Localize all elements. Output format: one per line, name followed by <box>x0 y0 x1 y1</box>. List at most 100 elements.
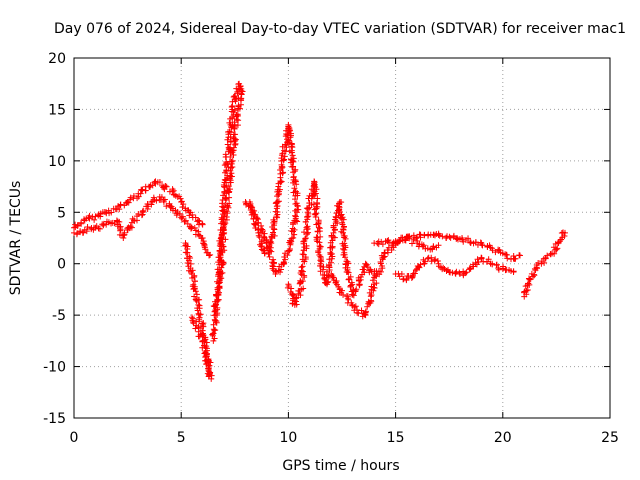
data-point <box>278 152 285 159</box>
series-track <box>521 229 568 300</box>
data-point <box>177 195 184 202</box>
x-tick-label: 20 <box>494 430 512 446</box>
data-point <box>297 277 304 284</box>
data-point <box>302 256 309 263</box>
data-point <box>435 260 442 267</box>
data-point <box>191 278 198 285</box>
data-point <box>281 153 288 160</box>
y-tick-label: -10 <box>43 360 66 376</box>
data-point <box>173 212 180 219</box>
data-point <box>299 263 306 270</box>
data-point <box>232 141 239 148</box>
data-point <box>163 183 170 190</box>
data-point <box>180 201 187 208</box>
data-point <box>413 235 420 242</box>
data-point <box>202 246 209 253</box>
data-point <box>225 204 232 211</box>
series-track <box>284 178 378 308</box>
data-point <box>288 227 295 234</box>
data-point <box>291 185 298 192</box>
data-point <box>246 199 253 205</box>
data-point <box>336 206 343 213</box>
data-point <box>226 128 233 135</box>
data-point <box>278 155 285 162</box>
data-points <box>71 80 568 382</box>
data-point <box>285 139 292 146</box>
data-point <box>182 217 189 224</box>
data-point <box>368 291 375 298</box>
data-point <box>93 223 100 230</box>
data-point <box>210 303 217 310</box>
data-point <box>300 285 307 292</box>
data-point <box>199 338 206 345</box>
data-point <box>284 252 291 259</box>
data-point <box>206 252 213 259</box>
data-point <box>80 229 87 236</box>
series-track <box>392 254 517 284</box>
data-point <box>416 231 423 238</box>
data-point <box>73 231 80 238</box>
data-point <box>84 224 91 231</box>
data-point <box>121 231 128 238</box>
data-point <box>274 199 281 205</box>
data-point <box>178 215 185 222</box>
data-point <box>253 215 260 222</box>
data-point <box>220 216 227 223</box>
data-point <box>258 222 265 229</box>
data-point <box>234 88 241 95</box>
data-point <box>503 251 510 258</box>
data-point <box>212 307 219 313</box>
data-point <box>284 138 291 145</box>
data-point <box>312 213 319 220</box>
data-point <box>326 264 333 271</box>
data-point <box>284 131 291 138</box>
data-point <box>206 368 213 375</box>
data-point <box>311 191 318 198</box>
data-point <box>293 209 300 216</box>
data-point <box>551 250 558 257</box>
data-point <box>420 242 427 249</box>
data-point <box>459 235 466 242</box>
data-point <box>287 132 294 139</box>
data-point <box>370 284 377 291</box>
data-point <box>535 259 542 266</box>
data-point <box>224 136 231 143</box>
data-point <box>479 242 486 249</box>
data-point <box>294 192 301 199</box>
data-point <box>289 163 296 170</box>
data-point <box>325 278 332 285</box>
data-point <box>446 268 453 275</box>
x-axis-label: GPS time / hours <box>282 458 399 474</box>
data-point <box>340 291 347 298</box>
data-point <box>276 186 283 193</box>
data-point <box>364 303 371 310</box>
data-point <box>431 257 438 264</box>
series-track <box>182 240 215 382</box>
data-point <box>470 263 477 270</box>
data-point <box>199 321 206 328</box>
data-point <box>195 217 202 224</box>
data-point <box>289 152 296 159</box>
data-point <box>138 212 145 219</box>
data-point <box>326 256 333 263</box>
data-point <box>550 244 557 251</box>
data-point <box>221 162 228 169</box>
data-point <box>255 232 262 239</box>
data-point <box>295 206 302 213</box>
data-point <box>301 272 308 279</box>
data-point <box>456 269 463 276</box>
data-point <box>352 303 359 310</box>
data-point <box>298 264 305 271</box>
data-point <box>409 240 416 247</box>
data-point <box>362 308 369 315</box>
data-point <box>411 270 418 277</box>
data-point <box>193 297 200 304</box>
data-point <box>127 223 134 230</box>
data-point <box>379 241 386 248</box>
y-tick-label: 10 <box>48 154 66 170</box>
data-point <box>302 235 309 242</box>
data-point <box>220 182 227 189</box>
data-point <box>304 214 311 221</box>
data-point <box>188 314 195 321</box>
data-point <box>467 238 474 245</box>
